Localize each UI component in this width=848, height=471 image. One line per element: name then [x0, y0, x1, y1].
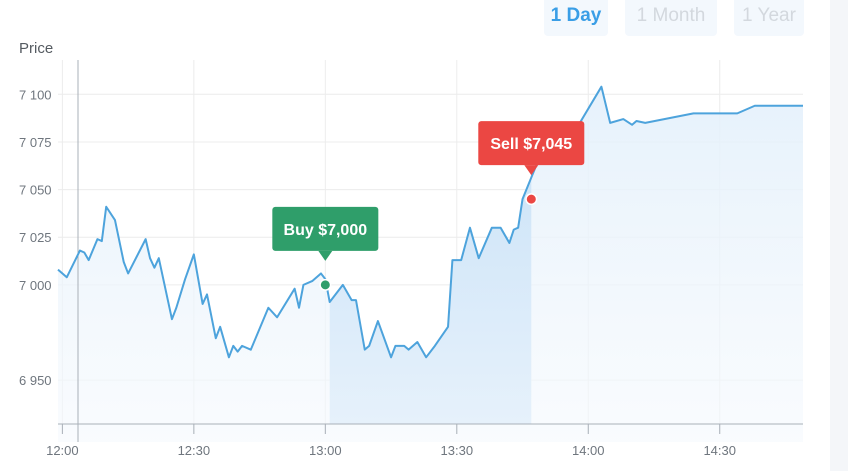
tab-1-month[interactable]: 1 Month: [625, 0, 717, 36]
x-tick-label: 14:30: [703, 443, 736, 458]
holding-period-highlight: [329, 177, 532, 424]
buy-point: [320, 280, 330, 290]
area-fill-path: [58, 86, 803, 442]
x-tick-label: 14:00: [572, 443, 605, 458]
y-tick-label: 7 050: [19, 183, 52, 198]
tab-1-year[interactable]: 1 Year: [734, 0, 804, 36]
area-fill: [58, 86, 803, 442]
x-tick-label: 13:00: [309, 443, 342, 458]
sell-point: [526, 194, 536, 204]
tab-1-day[interactable]: 1 Day: [544, 0, 608, 36]
x-tick-label: 12:00: [46, 443, 79, 458]
sell-badge-label: Sell $7,045: [490, 136, 572, 153]
x-ticks: 12:00 12:30 13:00 13:30 14:00 14:30: [46, 443, 736, 458]
scrollbar-track[interactable]: [830, 0, 848, 471]
y-tick-label: 7 100: [19, 87, 52, 102]
sell-badge-pointer: [524, 165, 539, 176]
price-chart-svg: 7 100 7 075 7 050 7 025 7 000 6 950 12:00 12:3…: [19, 40, 803, 458]
y-axis-label: Price: [19, 40, 53, 57]
y-tick-label: 6 950: [19, 373, 52, 388]
buy-badge-pointer: [318, 250, 333, 261]
price-chart: 7 100 7 075 7 050 7 025 7 000 6 950 12:00 12:3…: [19, 40, 803, 458]
axes: [58, 60, 803, 442]
sell-badge: [478, 121, 585, 166]
y-ticks: 7 100 7 075 7 050 7 025 7 000 6 950: [19, 87, 52, 388]
x-tick-label: 13:30: [441, 443, 474, 458]
y-tick-label: 7 000: [19, 278, 52, 293]
y-tick-label: 7 075: [19, 135, 52, 150]
y-tick-label: 7 025: [19, 230, 52, 245]
buy-badge-label: Buy $7,000: [284, 222, 368, 239]
x-tick-label: 12:30: [178, 443, 211, 458]
trade-markers: Buy $7,000 Sell $7,045: [272, 121, 585, 291]
buy-badge: [272, 206, 379, 251]
